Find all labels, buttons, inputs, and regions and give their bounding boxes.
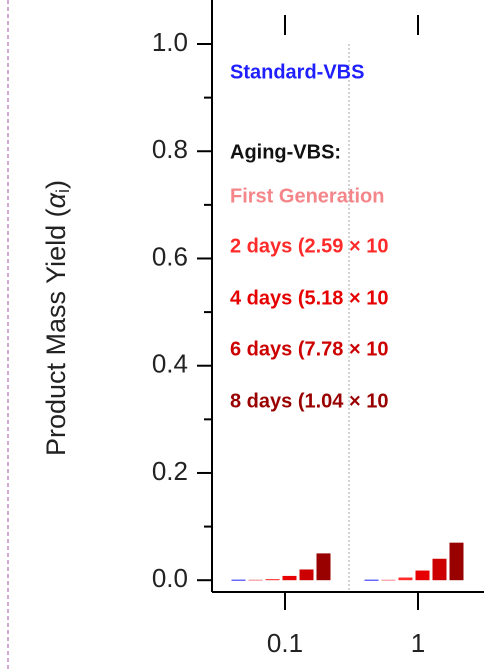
bar — [432, 558, 447, 581]
bar — [265, 579, 280, 581]
bar — [316, 553, 331, 581]
legend-label: Standard-VBS — [230, 61, 364, 83]
y-label-text: Product Mass Yield ( — [41, 208, 71, 456]
y-tick-label: 0.2 — [152, 456, 188, 486]
y-label-alpha: α — [41, 191, 71, 208]
bar — [449, 542, 464, 581]
bar — [248, 579, 263, 581]
bar — [282, 575, 297, 581]
y-tick-label: 0.8 — [152, 134, 188, 164]
y-label-sub: i — [53, 189, 73, 193]
x-tick-label: 1 — [411, 628, 425, 658]
bar — [299, 569, 314, 581]
legend-label: 8 days (1.04 × 10 — [230, 390, 388, 412]
legend-label: 2 days (2.59 × 10 — [230, 235, 388, 257]
legend-label: 4 days (5.18 × 10 — [230, 287, 388, 309]
y-tick-label: 0.4 — [152, 349, 188, 379]
bar — [364, 579, 379, 581]
x-tick-label: 0.1 — [267, 628, 303, 658]
y-tick-label: 0.0 — [152, 563, 188, 593]
bar — [415, 570, 430, 581]
y-tick-label: 1.0 — [152, 27, 188, 57]
legend-label: First Generation — [230, 185, 384, 207]
bar — [398, 577, 413, 581]
y-axis-label: Product Mass Yield (αi) — [41, 180, 73, 456]
legend-label: 6 days (7.78 × 10 — [230, 338, 388, 360]
bar — [381, 579, 396, 581]
legend-heading: Aging-VBS: — [230, 141, 341, 163]
y-label-close: ) — [41, 180, 71, 189]
y-tick-label: 0.6 — [152, 241, 188, 271]
bar — [231, 579, 246, 581]
